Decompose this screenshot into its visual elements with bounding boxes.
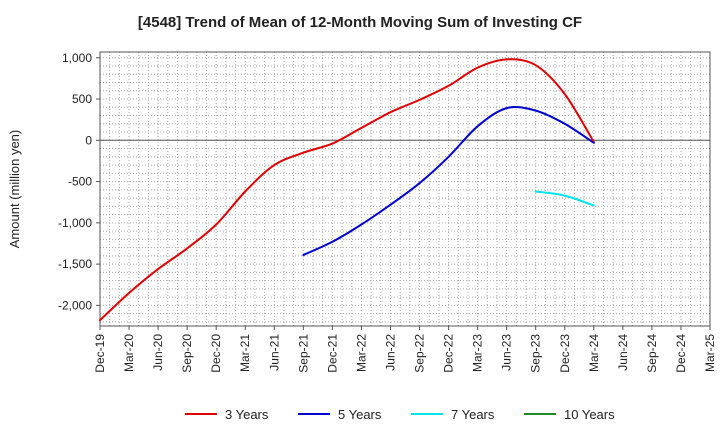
x-tick-label: Jun-20 <box>151 334 165 371</box>
series-line-5-years <box>302 106 595 256</box>
x-tick-label: Mar-24 <box>587 334 601 372</box>
y-tick-label: -500 <box>68 175 92 189</box>
x-tick-label: Mar-22 <box>354 334 368 372</box>
series-line-7-years <box>534 190 595 207</box>
x-tick-label: Sep-21 <box>296 334 310 373</box>
y-axis-label: Amount (million yen) <box>7 130 22 249</box>
series-line-3-years <box>99 58 595 322</box>
y-axis-ticks: 1,000 500 0 -500 -1,000 -1,500 -2,000 <box>58 51 100 312</box>
chart-title: [4548] Trend of Mean of 12-Month Moving … <box>138 14 582 31</box>
x-tick-label: Dec-19 <box>93 334 107 373</box>
legend-label-3-years: 3 Years <box>225 407 269 422</box>
x-tick-label: Dec-20 <box>209 334 223 373</box>
x-tick-label: Sep-20 <box>180 334 194 373</box>
plot-area-frame <box>99 51 711 327</box>
x-tick-label: Dec-22 <box>442 334 456 373</box>
x-tick-label: Mar-21 <box>238 334 252 372</box>
x-tick-label: Dec-21 <box>325 334 339 373</box>
x-tick-label: Jun-23 <box>500 334 514 371</box>
x-tick-label: Jun-24 <box>616 334 630 371</box>
grid-lines <box>100 52 710 326</box>
series-lines <box>99 58 595 322</box>
legend-label-7-years: 7 Years <box>451 407 495 422</box>
legend-label-10-years: 10 Years <box>564 407 615 422</box>
legend: 3 Years 5 Years 7 Years 10 Years <box>185 407 615 422</box>
x-tick-label: Sep-24 <box>645 334 659 373</box>
y-tick-label: 1,000 <box>62 51 92 65</box>
x-tick-label: Mar-25 <box>703 334 717 372</box>
x-tick-label: Jun-22 <box>383 334 397 371</box>
y-tick-label: 500 <box>72 92 92 106</box>
y-tick-label: -1,500 <box>58 257 92 271</box>
x-tick-label: Mar-20 <box>122 334 136 372</box>
y-tick-label: 0 <box>85 133 92 147</box>
y-tick-label: -1,000 <box>58 216 92 230</box>
x-tick-label: Sep-23 <box>529 334 543 373</box>
x-tick-label: Jun-21 <box>267 334 281 371</box>
x-tick-label: Dec-24 <box>674 334 688 373</box>
x-axis-ticks: Dec-19 Mar-20 Jun-20 Sep-20 Dec-20 Mar-21 Jun-… <box>93 326 717 373</box>
x-tick-label: Sep-22 <box>413 334 427 373</box>
y-tick-label: -2,000 <box>58 298 92 312</box>
x-tick-label: Mar-23 <box>471 334 485 372</box>
legend-label-5-years: 5 Years <box>338 407 382 422</box>
x-tick-label: Dec-23 <box>558 334 572 373</box>
